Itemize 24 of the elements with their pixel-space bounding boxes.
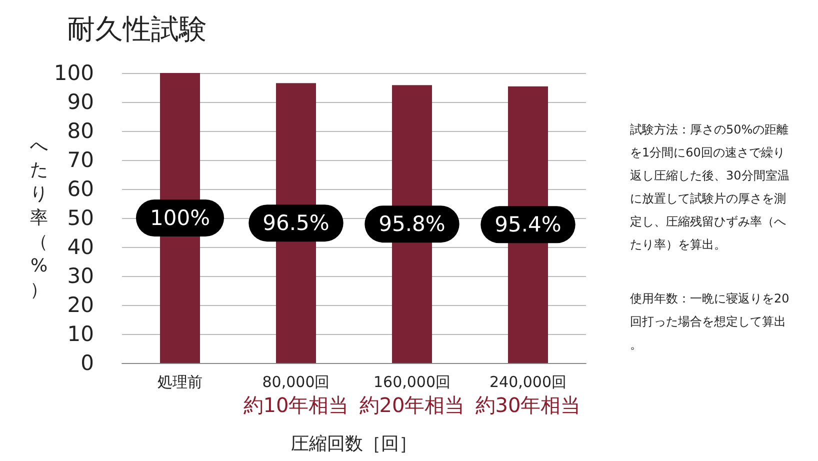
x-tick-label: 240,000回約30年相当 [475, 373, 581, 417]
y-tick-label: 30 [67, 264, 94, 288]
x-tick-label: 80,000回約10年相当 [243, 373, 349, 417]
y-tick-label: 20 [67, 293, 94, 317]
y-tick-label: 40 [67, 235, 94, 259]
y-tick-label: 80 [67, 119, 94, 143]
data-label: 96.5% [262, 211, 330, 236]
y-tick-label: 90 [67, 90, 94, 114]
data-label: 100% [150, 206, 210, 230]
y-tick-label: 10 [67, 322, 94, 346]
chart-title: 耐久性試験 [67, 12, 207, 46]
y-tick-label: 50 [67, 206, 94, 230]
text: 試験方法：厚さの50%の距離を1分間に60回の速さで繰り返し圧縮した後、30分間室温に放置して試験片の厚さを測定し、圧縮残留ひずみ率（へたり率）を算出。 [630, 122, 790, 252]
y-tick-label: 70 [67, 148, 94, 172]
data-label: 95.4% [494, 212, 562, 237]
data-label: 95.8% [378, 212, 446, 236]
text: 使用年数：一晩に寝返りを20回打った場合を想定して算出。 [630, 292, 790, 352]
x-tick-label: 処理前 [158, 373, 202, 391]
y-axis-title: へたり率（%） [30, 136, 48, 300]
x-axis-title: 圧縮回数［回］ [291, 434, 417, 454]
y-tick-label: 100 [54, 61, 94, 85]
y-tick-label: 0 [80, 351, 94, 375]
y-tick-label: 60 [67, 177, 94, 201]
x-tick-label: 160,000回約20年相当 [359, 373, 465, 417]
